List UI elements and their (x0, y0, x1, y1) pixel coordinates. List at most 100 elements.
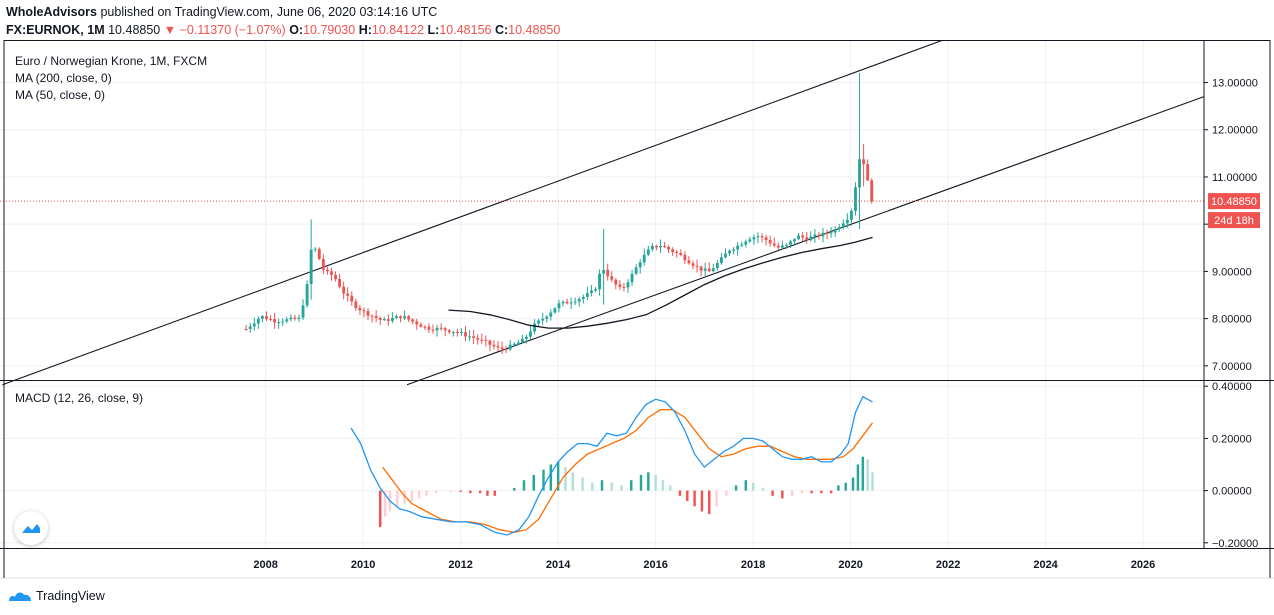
macd-histogram-bar (800, 490, 804, 494)
macd-histogram-bar (378, 490, 382, 528)
candle-body (768, 240, 772, 244)
candle-body (451, 332, 455, 334)
macd-histogram-bar (856, 464, 860, 491)
time-tick-label: 2026 (1131, 559, 1155, 571)
macd-histogram-bar (513, 487, 516, 491)
high-label: H: (358, 23, 372, 37)
candle-body (439, 327, 443, 329)
candle-body (325, 269, 329, 272)
candle-body (334, 274, 337, 280)
candle-body (638, 262, 642, 268)
candle-body (569, 302, 573, 304)
candle-body (289, 317, 293, 320)
tradingview-float-logo[interactable] (14, 511, 48, 545)
macd-histogram-bar (396, 490, 399, 507)
candle-body (870, 180, 874, 202)
candle-body (675, 252, 679, 254)
macd-histogram-bar (781, 490, 784, 499)
candle-body (614, 279, 618, 285)
candle-body (610, 276, 614, 280)
candle-body (695, 265, 699, 267)
grid (0, 40, 1204, 548)
time-axis: 2008 2010 2012 2014 2016 2018 2020 2022 2024 2026 (253, 559, 1155, 571)
candle-body (732, 249, 736, 251)
chart-area[interactable]: 7.000008.000009.0000010.0000011.0000012.… (0, 40, 1274, 580)
time-tick-label: 2016 (643, 559, 667, 571)
candle-body (431, 329, 435, 331)
candle-body (512, 343, 516, 345)
candle-body (793, 239, 796, 242)
publish-info: WholeAdvisors published on TradingView.c… (6, 4, 437, 20)
candle-body (390, 318, 394, 321)
macd-histogram-bar (591, 482, 594, 491)
time-tick-label: 2022 (936, 559, 960, 571)
candle-body (399, 316, 402, 319)
price-tick-label: 11.00000 (1212, 172, 1257, 184)
candle-body (602, 269, 606, 274)
low-value: 10.48156 (439, 23, 492, 37)
time-tick-label: 2010 (351, 559, 375, 571)
candle-body (301, 305, 305, 318)
macd-histogram-bar (571, 472, 574, 491)
macd-histogram-bar (425, 490, 428, 496)
candle-body (626, 282, 630, 288)
candle-body (833, 228, 837, 233)
countdown-badge: 24d 18h (1208, 212, 1260, 229)
candle-body (419, 324, 423, 327)
symbol-label: FX:EURNOK, 1M (6, 23, 105, 37)
trendline-lower-channel (406, 96, 1205, 386)
candle-body (646, 249, 650, 255)
candle-body (305, 284, 309, 306)
candle-body (780, 245, 784, 248)
candle-body (549, 312, 553, 317)
publisher-name[interactable]: WholeAdvisors (6, 5, 97, 19)
candle-body (659, 245, 662, 248)
candle-body (817, 234, 821, 237)
candle-body (565, 301, 569, 304)
price-chart-svg[interactable]: 7.000008.000009.0000010.0000011.0000012.… (0, 40, 1274, 580)
candle-body (606, 269, 610, 277)
candle-body (423, 326, 427, 328)
macd-histogram-bar (820, 490, 823, 494)
candle-body (845, 219, 849, 224)
signal-line (382, 409, 874, 533)
macd-histogram-bar (620, 485, 623, 491)
candle-body (269, 319, 272, 321)
candle-body (354, 301, 358, 309)
macd-histogram-bar (549, 464, 553, 491)
macd-histogram-bar (761, 487, 765, 491)
macd-histogram-bar (734, 485, 738, 491)
candle-body (382, 319, 386, 321)
candle-body (821, 232, 825, 237)
macd-histogram-bar (700, 490, 704, 512)
candle-body (545, 316, 549, 319)
macd-histogram-bar (600, 480, 604, 491)
legend-title: Euro / Norwegian Krone, 1M, FXCM (15, 54, 207, 68)
candle-body (667, 246, 671, 250)
candle-body (415, 321, 419, 325)
candle-body (281, 321, 285, 323)
candle-body (581, 296, 585, 299)
footer-brand[interactable]: TradingView (36, 589, 105, 603)
candle-body (484, 339, 488, 341)
macd-histogram-bar (493, 490, 496, 496)
macd-histogram-bar (810, 490, 813, 494)
candle-body (407, 316, 411, 320)
candle-body (715, 263, 719, 269)
price-tick-label: 8.00000 (1212, 314, 1252, 326)
price-tick-label: 7.00000 (1212, 361, 1252, 373)
candle-body (321, 258, 325, 270)
macd-histogram-bar (478, 490, 482, 494)
candle-body (760, 236, 764, 238)
candle-body (703, 268, 707, 271)
low-label: L: (427, 23, 440, 37)
candle-body (756, 236, 760, 238)
candle-body (691, 263, 695, 266)
macd-histogram-bar (861, 456, 865, 491)
candle-body (338, 279, 342, 287)
candle-body (248, 326, 252, 330)
legend-ma200: MA (200, close, 0) (15, 71, 112, 85)
macd-histogram-bar (851, 477, 855, 491)
macd-tick-label: −0.20000 (1212, 538, 1258, 550)
candle-body (862, 159, 866, 165)
